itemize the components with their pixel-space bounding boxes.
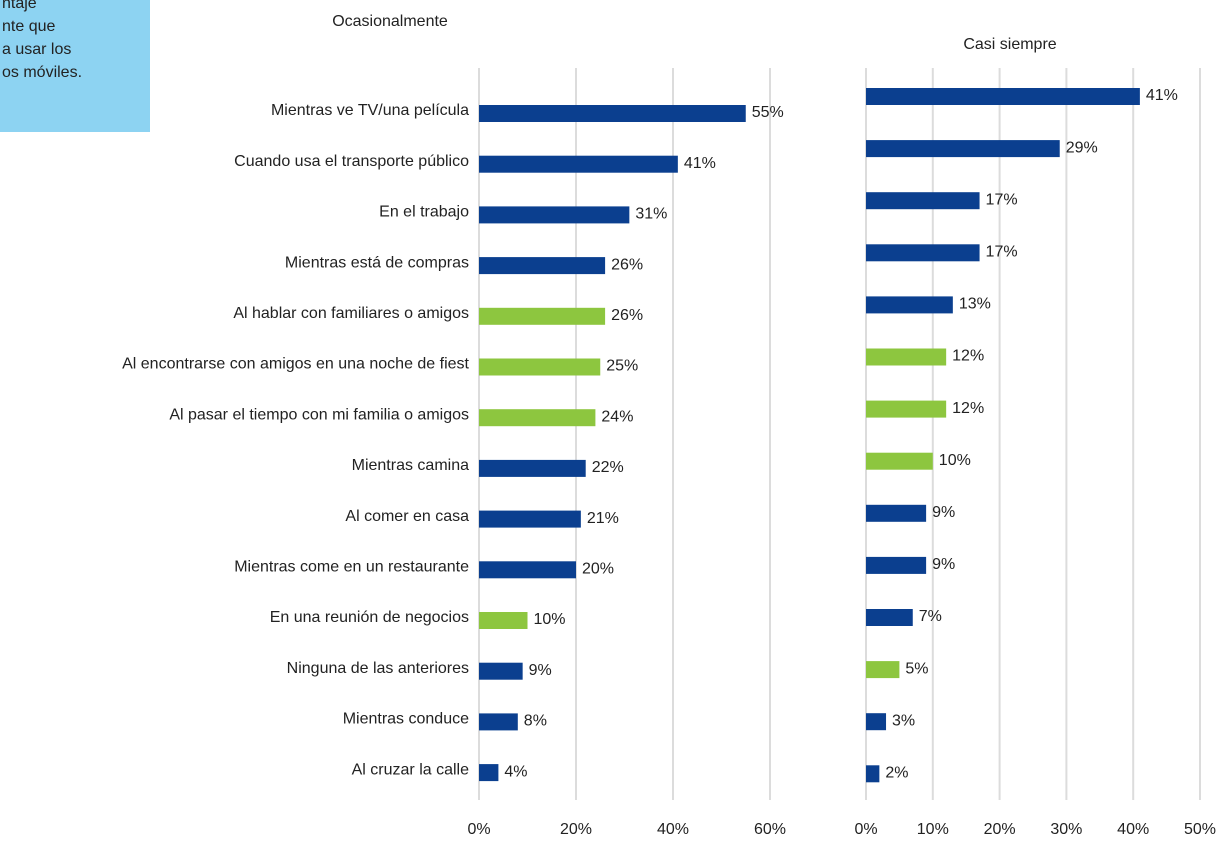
category-label: Mientras camina [352, 457, 469, 474]
x-tick-label: 0% [467, 821, 490, 838]
chart-title: Casi siempre [963, 36, 1056, 53]
x-tick-label: 20% [560, 821, 592, 838]
value-label: 29% [1066, 139, 1098, 156]
bar [866, 244, 980, 262]
category-label: Mientras conduce [343, 711, 469, 728]
x-tick-label: 40% [1117, 821, 1149, 838]
value-label: 26% [611, 307, 643, 324]
x-tick-label: 10% [917, 821, 949, 838]
note-line: os móviles. [2, 64, 82, 81]
bar [866, 661, 900, 679]
bar [866, 504, 927, 522]
value-label: 9% [932, 504, 955, 521]
category-label: Al hablar con familiares o amigos [233, 305, 469, 322]
category-label: Al pasar el tiempo con mi familia o amig… [169, 406, 469, 423]
bar [479, 358, 601, 376]
value-label: 17% [986, 244, 1018, 261]
value-label: 55% [752, 104, 784, 121]
category-label: Cuando usa el transporte público [234, 153, 469, 170]
bar [479, 206, 630, 224]
bar [866, 296, 953, 314]
value-label: 10% [939, 452, 971, 469]
value-label: 12% [952, 400, 984, 417]
value-label: 4% [504, 763, 527, 780]
value-label: 31% [635, 206, 667, 223]
value-label: 3% [892, 712, 915, 729]
bar [479, 307, 606, 325]
bar [866, 140, 1060, 158]
x-tick-label: 50% [1184, 821, 1216, 838]
value-label: 22% [592, 459, 624, 476]
bar [866, 192, 980, 210]
category-label: Ninguna de las anteriores [287, 660, 469, 677]
x-tick-label: 40% [657, 821, 689, 838]
category-label: Mientras está de compras [285, 254, 469, 271]
note-box [0, 0, 150, 132]
value-label: 8% [524, 713, 547, 730]
value-label: 20% [582, 561, 614, 578]
x-tick-label: 0% [854, 821, 877, 838]
bar [866, 348, 947, 366]
bar [479, 257, 606, 275]
x-tick-label: 20% [984, 821, 1016, 838]
bar [479, 662, 523, 680]
category-label: Al cruzar la calle [352, 761, 469, 778]
bar [866, 452, 933, 470]
value-label: 24% [601, 408, 633, 425]
category-label: Al comer en casa [345, 508, 469, 525]
bar [479, 561, 576, 579]
category-label: Mientras ve TV/una película [271, 102, 469, 119]
category-label: En el trabajo [379, 204, 469, 221]
bar [866, 88, 1140, 105]
bar [866, 400, 947, 418]
bar [479, 155, 678, 173]
value-label: 2% [885, 765, 908, 782]
value-label: 41% [684, 155, 716, 172]
x-tick-label: 30% [1050, 821, 1082, 838]
bar [479, 409, 596, 427]
value-label: 9% [529, 662, 552, 679]
value-label: 25% [606, 358, 638, 375]
bar [479, 459, 586, 477]
value-label: 7% [919, 608, 942, 625]
bar [866, 609, 913, 626]
note-line: a usar los [2, 41, 71, 58]
value-label: 21% [587, 510, 619, 527]
category-label: Al encontrarse con amigos en una noche d… [122, 356, 469, 373]
note-line: nte que [2, 18, 55, 35]
value-label: 41% [1146, 87, 1178, 104]
value-label: 26% [611, 256, 643, 273]
chart-title: Ocasionalmente [332, 13, 448, 30]
value-label: 10% [534, 611, 566, 628]
category-label: En una reunión de negocios [270, 609, 469, 626]
value-label: 5% [905, 660, 928, 677]
bar [866, 713, 887, 731]
bar [479, 764, 499, 782]
bar [866, 556, 927, 574]
bar [479, 713, 518, 731]
bar [479, 612, 528, 629]
value-label: 12% [952, 348, 984, 365]
bar [479, 105, 746, 122]
category-label: Mientras come en un restaurante [234, 559, 469, 576]
value-label: 17% [986, 191, 1018, 208]
bar [479, 510, 581, 528]
note-line: ntaje [2, 0, 37, 12]
x-tick-label: 60% [754, 821, 786, 838]
value-label: 13% [959, 296, 991, 313]
bar [866, 765, 880, 783]
value-label: 9% [932, 556, 955, 573]
